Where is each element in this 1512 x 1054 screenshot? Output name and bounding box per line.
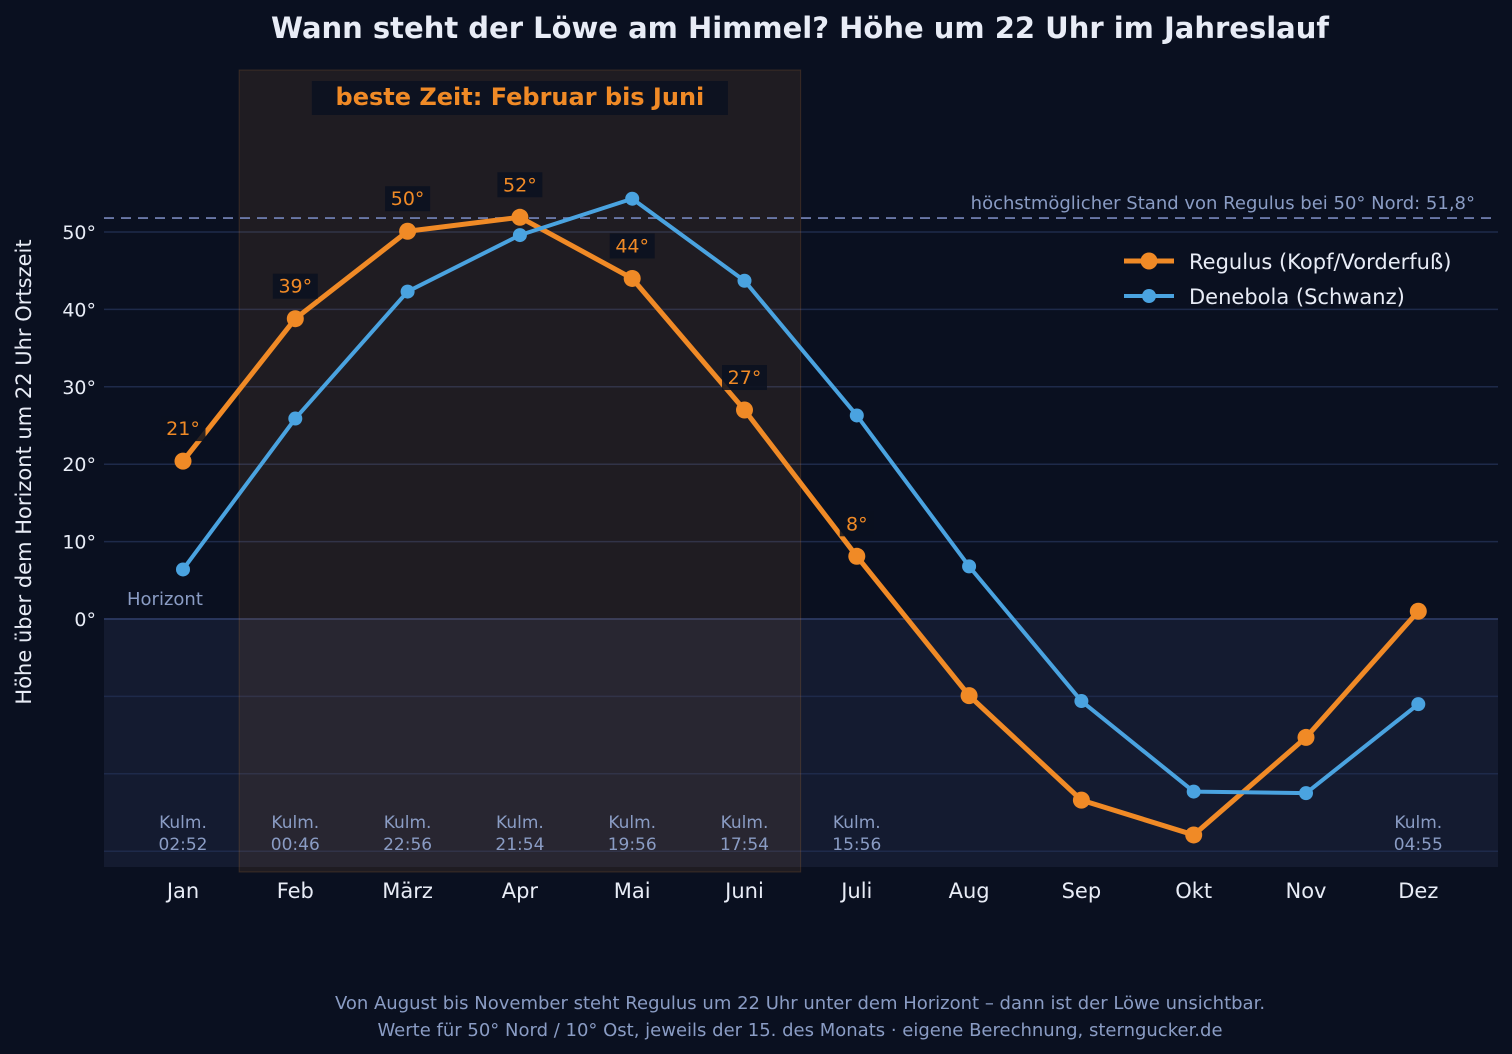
denebola-point	[1411, 697, 1426, 712]
culmination-time: 22:56	[383, 835, 432, 855]
legend-marker-0	[1140, 252, 1158, 270]
regulus-point	[960, 687, 978, 705]
culmination-label: Kulm.	[159, 813, 207, 833]
denebola-line	[181, 196, 1420, 796]
regulus-point	[174, 452, 192, 470]
regulus-point	[1409, 602, 1427, 620]
data-label: 39°	[278, 276, 312, 298]
x-tick-label: Mai	[614, 879, 651, 903]
y-tick-label: 20°	[62, 454, 96, 476]
regulus-point	[399, 222, 417, 240]
x-tick-label: März	[382, 879, 433, 903]
regulus-line	[181, 214, 1421, 838]
regulus-point	[1185, 826, 1203, 844]
denebola-point	[1074, 694, 1089, 709]
x-tick-label: Feb	[277, 879, 314, 903]
data-label: 50°	[391, 188, 425, 210]
best-period-label: beste Zeit: Februar bis Juni	[336, 83, 705, 111]
culmination-time: 17:54	[720, 835, 769, 855]
data-label-bg	[839, 511, 874, 537]
x-tick-label: Aug	[949, 879, 990, 903]
culmination-time: 02:52	[159, 835, 208, 855]
y-tick-label: 0°	[74, 609, 96, 631]
culmination-label: Kulm.	[384, 813, 432, 833]
data-label: 21°	[166, 418, 200, 440]
regulus-point	[286, 310, 304, 328]
culmination-label: Kulm.	[721, 813, 769, 833]
x-tick-label: Dez	[1398, 879, 1438, 903]
data-label: 8°	[846, 513, 868, 535]
denebola-point	[512, 228, 527, 243]
x-tick-label: Jan	[165, 879, 199, 903]
data-label-bg	[609, 233, 655, 259]
data-label-bg	[160, 416, 206, 442]
x-tick-label: Juli	[839, 879, 872, 903]
data-label: 52°	[503, 174, 537, 196]
culmination-label: Kulm.	[496, 813, 544, 833]
y-tick-label: 10°	[62, 532, 96, 554]
x-tick-label: Juni	[723, 879, 764, 903]
data-label: 44°	[615, 235, 649, 257]
culmination-time: 15:56	[832, 835, 881, 855]
data-label-bg	[722, 365, 767, 391]
legend-entry-1: Denebola (Schwanz)	[1189, 285, 1405, 309]
chart-title: Wann steht der Löwe am Himmel? Höhe um 2…	[271, 11, 1329, 45]
data-label-bg	[497, 172, 543, 198]
regulus-point	[511, 208, 529, 226]
culmination-time: 21:54	[495, 835, 544, 855]
denebola-point	[288, 411, 303, 426]
data-label-bg	[272, 273, 318, 299]
below-horizon-area	[104, 619, 1498, 867]
best-period-label-bg	[311, 81, 728, 115]
regulus-point	[623, 269, 641, 287]
horizon-label: Horizont	[127, 589, 203, 610]
culmination-label: Kulm.	[833, 813, 881, 833]
regulus-point	[736, 401, 753, 419]
regulus-point	[1072, 791, 1090, 809]
denebola-point	[849, 408, 864, 423]
denebola-point	[1186, 784, 1201, 799]
culmination-label: Kulm.	[271, 813, 319, 833]
y-tick-label: 50°	[62, 222, 96, 244]
culmination-time: 04:55	[1394, 835, 1443, 855]
denebola-point	[625, 191, 640, 206]
y-tick-label: 40°	[62, 299, 96, 321]
regulus-point	[1297, 728, 1315, 746]
reference-line-label: höchstmöglicher Stand von Regulus bei 50…	[971, 193, 1475, 214]
footer-note-2: Werte für 50° Nord / 10° Ost, jeweils de…	[377, 1020, 1222, 1041]
x-tick-label: Okt	[1175, 879, 1212, 903]
y-axis-label: Höhe über dem Horizont um 22 Uhr Ortszei…	[12, 239, 36, 704]
denebola-point	[176, 562, 190, 577]
data-label-bg	[385, 186, 431, 212]
legend-entry-0: Regulus (Kopf/Vorderfuß)	[1189, 250, 1451, 274]
culmination-label: Kulm.	[608, 813, 656, 833]
x-tick-label: Apr	[502, 879, 539, 903]
denebola-point	[737, 273, 752, 288]
best-period-band	[238, 69, 802, 873]
regulus-point	[848, 547, 866, 565]
culmination-time: 19:56	[608, 835, 657, 855]
x-tick-label: Nov	[1286, 879, 1327, 903]
legend-marker-1	[1142, 289, 1156, 303]
denebola-point	[1299, 786, 1313, 801]
denebola-point	[400, 284, 415, 299]
footer-note-1: Von August bis November steht Regulus um…	[335, 993, 1265, 1014]
denebola-point	[962, 559, 977, 574]
data-label: 27°	[728, 367, 762, 389]
culmination-label: Kulm.	[1394, 813, 1442, 833]
plot-area: beste Zeit: Februar bis Juni höchstmöglic…	[62, 69, 1498, 903]
x-tick-label: Sep	[1062, 879, 1102, 903]
culmination-time: 00:46	[271, 835, 320, 855]
y-tick-label: 30°	[62, 377, 96, 399]
